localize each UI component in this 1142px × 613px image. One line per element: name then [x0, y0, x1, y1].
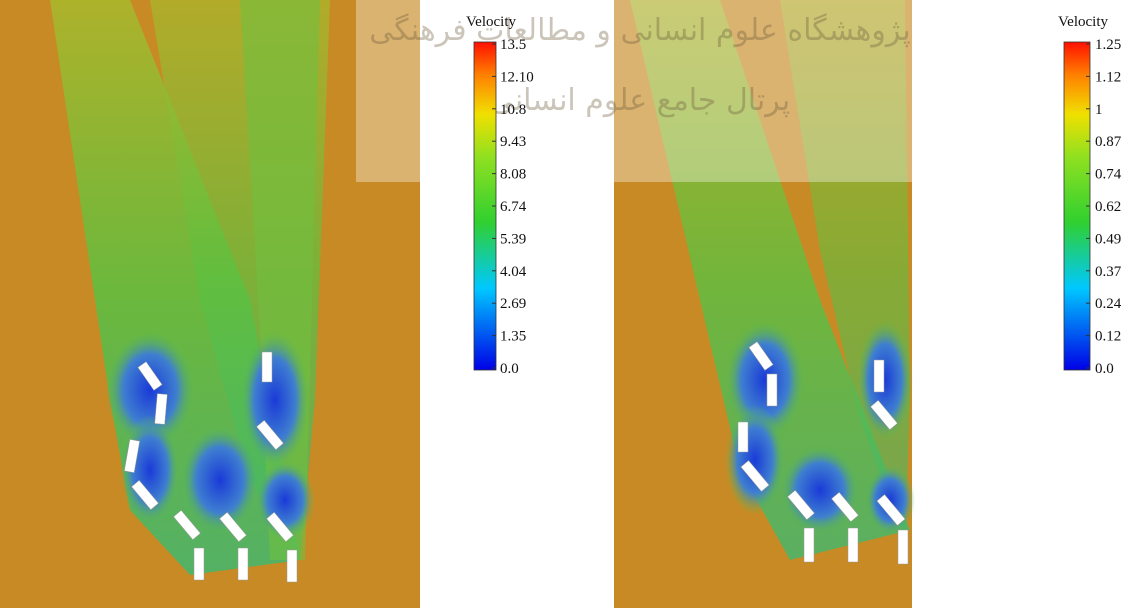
- colorbar-label: 1.12: [1095, 69, 1121, 85]
- colorbar-label: 4.04: [500, 264, 527, 280]
- colorbar-label: 5.39: [500, 231, 526, 247]
- colorbar-title: Velocity: [466, 14, 516, 30]
- colorbar-label: 0.49: [1095, 231, 1121, 247]
- colorbar-label: 13.5: [500, 37, 526, 53]
- watermark: پژوهشگاه علوم انسانی و مطالعات فرهنگی پر…: [356, 0, 912, 182]
- colorbar-label: 0.37: [1095, 264, 1122, 280]
- colorbar-label: 1.25: [1095, 37, 1121, 53]
- colorbar-right: Velocity: [1058, 14, 1108, 370]
- watermark-text: پژوهشگاه علوم انسانی و مطالعات فرهنگی: [369, 13, 911, 48]
- colorbar-label: 6.74: [500, 199, 527, 215]
- colorbar-title: Velocity: [1058, 14, 1108, 30]
- figure: پژوهشگاه علوم انسانی و مطالعات فرهنگی پر…: [0, 0, 1142, 608]
- colorbar-label: 8.08: [500, 167, 526, 183]
- colorbar-label: 9.43: [500, 134, 526, 150]
- watermark-text: پرتال جامع علوم انسانی: [490, 83, 790, 118]
- colorbar-label: 0.74: [1095, 167, 1122, 183]
- colorbar-label: 0.62: [1095, 199, 1121, 215]
- colorbar-label: 0.0: [1095, 361, 1114, 377]
- colorbar-label: 12.10: [500, 69, 534, 85]
- colorbar-label: 0.0: [500, 361, 519, 377]
- colorbar-label: 1.35: [500, 329, 526, 345]
- colorbar-label: 0.12: [1095, 329, 1121, 345]
- colorbar-label: 10.8: [500, 102, 526, 118]
- colorbar-label: 0.87: [1095, 134, 1122, 150]
- colorbar-label: 0.24: [1095, 296, 1122, 312]
- colorbar-label: 1: [1095, 102, 1103, 118]
- colorbar-label: 2.69: [500, 296, 526, 312]
